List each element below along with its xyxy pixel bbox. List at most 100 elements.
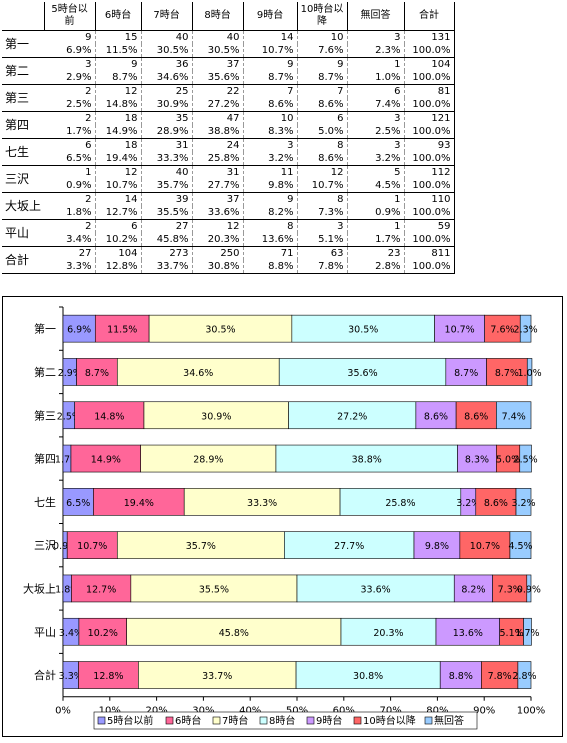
data-label: 33.3%: [247, 498, 277, 509]
stacked-bar-chart: 0% 10% 20% 30% 40% 50% 60% 70% 80% 90% 100% 第一 6.9% 1…: [23, 306, 546, 730]
count-cell: 27: [141, 219, 193, 233]
percent-cell: 28.9%: [141, 125, 193, 139]
percent-cell: 10.2%: [95, 233, 142, 247]
data-label: 2.5%: [514, 455, 538, 466]
category-label: 第二: [34, 365, 56, 379]
category-label: 三沢: [34, 538, 56, 552]
data-label: 12.8%: [93, 671, 123, 682]
bar-segment: [70, 444, 141, 473]
data-label: 2.9%: [58, 368, 82, 379]
data-label: 14.8%: [94, 411, 124, 422]
count-cell: 31: [141, 138, 193, 152]
table-row-percent: 2.5% 14.8% 30.9% 27.2% 8.6% 8.6% 7.4% 100.0%: [2, 98, 455, 112]
count-cell: 1: [347, 219, 405, 233]
bar-segment: [116, 531, 285, 559]
bar-segment: [93, 488, 185, 516]
percent-cell: 7.8%: [297, 260, 348, 274]
count-cell: 1: [347, 57, 405, 71]
table-row-percent: 2.9% 8.7% 34.6% 35.6% 8.7% 8.7% 1.0% 100.0%: [2, 71, 455, 85]
bar-segment: [515, 488, 532, 516]
percent-cell: 33.6%: [192, 206, 244, 220]
count-cell: 27: [44, 246, 96, 260]
data-label: 8.6%: [464, 411, 488, 422]
percent-cell: 19.4%: [95, 152, 142, 166]
row-label: 第三: [2, 84, 45, 112]
data-label: 8.6%: [484, 498, 508, 509]
percent-cell: 8.6%: [243, 98, 298, 112]
category-label: 七生: [34, 495, 56, 509]
percent-cell: 45.8%: [141, 233, 193, 247]
percent-cell: 34.6%: [141, 71, 193, 85]
percent-cell: 100.0%: [404, 98, 455, 112]
count-cell: 121: [404, 111, 455, 125]
bar-segment: [475, 488, 517, 516]
percent-cell: 3.4%: [44, 233, 96, 247]
data-label: 13.6%: [453, 628, 483, 639]
count-cell: 6: [297, 111, 348, 125]
data-label: 20.3%: [373, 628, 403, 639]
data-label: 19.4%: [124, 498, 154, 509]
data-label: 6.9%: [67, 325, 91, 336]
percent-cell: 35.7%: [141, 179, 193, 193]
percent-cell: 30.5%: [192, 44, 244, 58]
percent-cell: 30.5%: [141, 44, 193, 58]
data-label: 3.3%: [59, 671, 83, 682]
bar-segment: [486, 358, 528, 386]
percent-cell: 27.7%: [192, 179, 244, 193]
bar-segment: [62, 314, 96, 343]
count-cell: 59: [404, 219, 455, 233]
legend-label: 7時台: [222, 714, 248, 727]
data-label: 9.8%: [425, 541, 449, 552]
count-cell: 14: [95, 192, 142, 206]
percent-cell: 100.0%: [404, 152, 455, 166]
count-cell: 2: [44, 111, 96, 125]
data-label: 30.8%: [353, 671, 383, 682]
bar-segment: [526, 574, 532, 603]
x-tick-label: 0%: [55, 706, 71, 717]
data-label: 34.6%: [183, 368, 213, 379]
percent-cell: 2.3%: [347, 44, 405, 58]
legend-box: [93, 711, 478, 730]
percent-cell: 8.6%: [297, 152, 348, 166]
percent-cell: 100.0%: [404, 44, 455, 58]
bar-segment: [526, 358, 533, 386]
data-label: 8.7%: [85, 368, 109, 379]
x-tick-label: 20%: [145, 706, 167, 717]
bar-segment: [340, 617, 437, 646]
count-cell: 25: [141, 84, 193, 98]
count-cell: 7: [243, 84, 298, 98]
count-cell: 63: [297, 246, 348, 260]
percent-cell: 35.6%: [192, 71, 244, 85]
count-cell: 3: [297, 219, 348, 233]
count-cell: 3: [44, 57, 96, 71]
percent-cell: 5.1%: [297, 233, 348, 247]
x-tick-label: 100%: [517, 706, 546, 717]
percent-cell: 7.6%: [297, 44, 348, 58]
table-row-count: 平山 2 6 27 12 8 3 1 59: [2, 219, 455, 247]
data-label: 33.6%: [361, 584, 391, 595]
row-label: 平山: [2, 219, 45, 247]
percent-cell: 6.9%: [44, 44, 96, 58]
legend-label: 5時台以前: [107, 714, 153, 727]
data-label: 2.5%: [57, 411, 81, 422]
data-label: 28.9%: [193, 455, 223, 466]
percent-cell: 12.7%: [95, 206, 142, 220]
count-cell: 9: [243, 57, 298, 71]
table-row-count: 大坂上 2 14 39 37 9 8 1 110: [2, 192, 455, 220]
bar-segment: [517, 661, 532, 689]
bar-segment: [457, 444, 497, 473]
bar-segment: [339, 488, 462, 516]
table-row-count: 第四 2 18 35 47 10 6 3 121: [2, 111, 455, 139]
x-tick-label: 30%: [192, 706, 214, 717]
count-cell: 23: [347, 246, 405, 260]
percent-cell: 8.7%: [297, 71, 348, 85]
legend-swatch: [259, 716, 268, 725]
data-label: 2.3%: [514, 325, 538, 336]
data-label: 6.5%: [66, 498, 90, 509]
data-label: 35.5%: [199, 584, 229, 595]
data-label: 8.2%: [461, 584, 485, 595]
data-label: 14.9%: [91, 455, 121, 466]
bar-segment: [62, 488, 94, 516]
legend-label: 9時台: [316, 714, 342, 727]
count-cell: 39: [141, 192, 193, 206]
